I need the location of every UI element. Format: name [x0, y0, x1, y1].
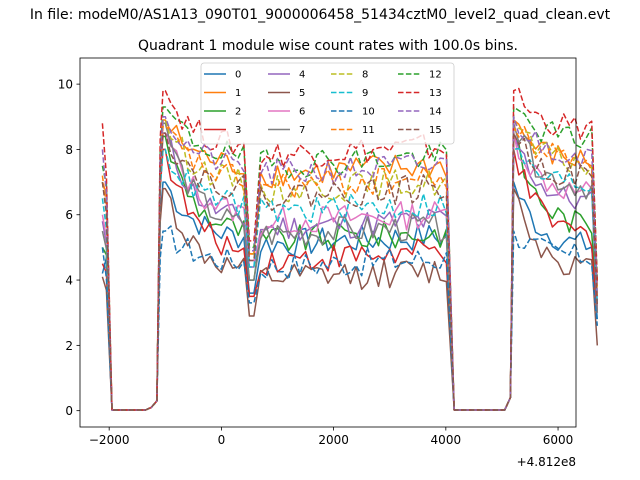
- x-tick-label: −2000: [89, 433, 130, 447]
- x-tick-label: 2000: [318, 433, 349, 447]
- legend-label-12: 12: [429, 70, 442, 81]
- y-tick-label: 4: [65, 274, 73, 288]
- x-offset-label: +4.812e8: [517, 455, 576, 469]
- legend-label-13: 13: [429, 88, 442, 99]
- x-tick-label: 6000: [543, 433, 574, 447]
- chart-title: Quadrant 1 module wise count rates with …: [138, 38, 518, 54]
- legend-label-4: 4: [299, 70, 305, 81]
- series-line-14: [101, 116, 599, 411]
- series-line-9: [101, 147, 599, 411]
- chart-suptitle: In file: modeM0/AS1A13_090T01_9000006458…: [30, 7, 611, 23]
- y-tick-label: 6: [65, 208, 73, 222]
- legend-label-0: 0: [235, 70, 241, 81]
- y-tick-label: 10: [58, 78, 73, 92]
- legend-label-10: 10: [362, 107, 375, 118]
- legend-label-6: 6: [299, 107, 305, 118]
- series-line-15: [101, 132, 599, 411]
- legend-label-3: 3: [235, 125, 241, 136]
- axes-frame: [79, 57, 577, 428]
- legend-label-15: 15: [429, 125, 442, 136]
- legend-label-5: 5: [299, 88, 305, 99]
- legend-label-7: 7: [299, 125, 305, 136]
- series-line-10: [101, 225, 599, 411]
- series-line-8: [101, 119, 599, 411]
- legend-label-8: 8: [362, 70, 368, 81]
- x-tick-label: 0: [218, 433, 226, 447]
- series-line-13: [101, 87, 599, 411]
- x-tick-label: 4000: [431, 433, 462, 447]
- legend-label-2: 2: [235, 107, 241, 118]
- legend-label-14: 14: [429, 107, 442, 118]
- legend-label-1: 1: [235, 88, 241, 99]
- plot-area: −2000 0 2000 4000 60000246810+4.812e80123456…: [58, 57, 599, 469]
- y-tick-label: 8: [65, 143, 73, 157]
- legend-label-11: 11: [362, 125, 375, 136]
- y-tick-label: 0: [65, 404, 73, 418]
- y-tick-label: 2: [65, 339, 73, 353]
- legend-label-9: 9: [362, 88, 368, 99]
- legend-frame: [200, 62, 455, 145]
